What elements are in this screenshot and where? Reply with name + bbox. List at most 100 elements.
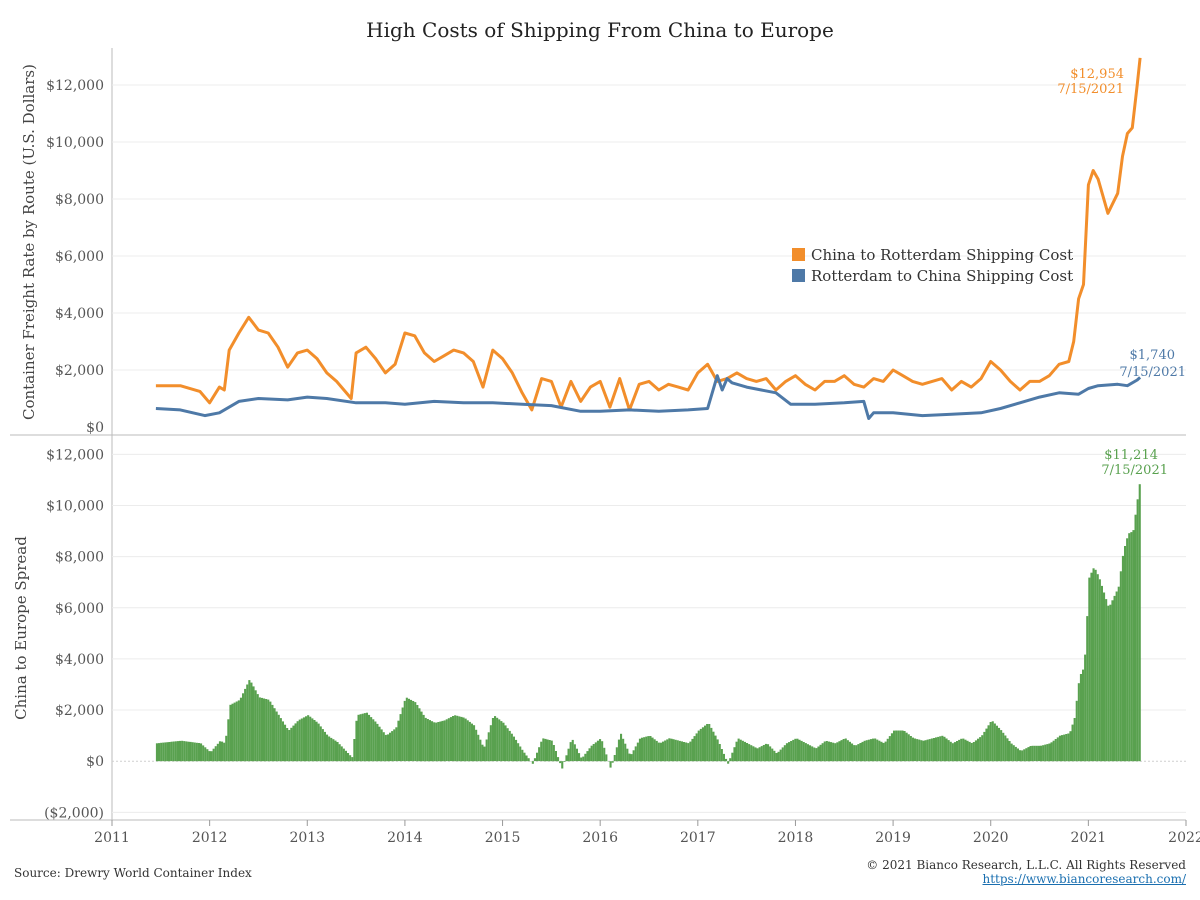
spread-bar bbox=[189, 741, 192, 762]
spread-bar bbox=[932, 738, 935, 762]
spread-bar bbox=[445, 719, 448, 762]
spread-bar bbox=[662, 741, 665, 762]
spread-bar bbox=[519, 746, 522, 762]
spread-bar bbox=[649, 736, 652, 762]
spread-bar bbox=[974, 740, 977, 762]
spread-bar bbox=[1031, 745, 1034, 762]
spread-bar bbox=[840, 740, 843, 762]
spread-bar bbox=[307, 715, 310, 762]
spread-bar bbox=[655, 740, 658, 762]
bottom-y-tick-label: $10,000 bbox=[46, 498, 104, 514]
spread-bar bbox=[678, 740, 681, 762]
spread-bar bbox=[914, 738, 917, 762]
spread-bar bbox=[676, 740, 679, 762]
spread-bar bbox=[691, 738, 694, 762]
spread-bar bbox=[458, 716, 461, 762]
spread-bar bbox=[517, 743, 520, 762]
spread-bar bbox=[235, 701, 238, 762]
spread-bar bbox=[697, 730, 700, 762]
spread-bar bbox=[905, 732, 908, 762]
spread-bar bbox=[384, 734, 387, 762]
legend-swatch bbox=[792, 269, 805, 282]
spread-bar bbox=[256, 694, 259, 762]
spread-bar bbox=[819, 744, 822, 762]
spread-bar bbox=[701, 727, 704, 762]
spread-bar bbox=[292, 725, 295, 762]
spread-bar bbox=[204, 747, 207, 762]
spread-bar bbox=[653, 739, 656, 762]
spread-bar bbox=[1004, 735, 1007, 762]
x-tick-label: 2017 bbox=[680, 830, 716, 846]
spread-bar bbox=[403, 700, 406, 762]
spread-bar bbox=[920, 740, 923, 762]
top-y-tick-label: $10,000 bbox=[46, 135, 104, 151]
spread-bar bbox=[1037, 745, 1040, 762]
spread-bar bbox=[1008, 741, 1011, 762]
value-annotation: $11,214 bbox=[1104, 448, 1158, 463]
spread-bar bbox=[248, 680, 251, 762]
spread-bar bbox=[939, 736, 942, 762]
spread-bar bbox=[758, 747, 761, 762]
spread-bar bbox=[836, 742, 839, 762]
spread-bar bbox=[958, 739, 961, 762]
spread-bar bbox=[533, 758, 536, 762]
top-y-tick-label: $6,000 bbox=[55, 249, 104, 265]
spread-bar bbox=[624, 743, 627, 762]
top-panel-series bbox=[155, 57, 1142, 420]
spread-bar bbox=[630, 754, 633, 762]
spread-bar bbox=[842, 739, 845, 762]
spread-bar bbox=[233, 702, 236, 762]
spread-bar bbox=[599, 739, 602, 762]
spread-bar bbox=[1121, 555, 1124, 762]
website-link[interactable]: https://www.biancoresearch.com/ bbox=[982, 872, 1186, 886]
spread-bar bbox=[949, 741, 952, 762]
spread-bar bbox=[1067, 733, 1070, 762]
spread-bar bbox=[506, 728, 509, 762]
spread-bar bbox=[298, 719, 301, 762]
spread-bar bbox=[353, 739, 356, 762]
spread-bar bbox=[716, 739, 719, 762]
spread-bar bbox=[475, 729, 478, 762]
spread-bar bbox=[1090, 572, 1093, 762]
spread-bar bbox=[239, 697, 242, 762]
spread-bar bbox=[227, 719, 230, 762]
spread-bar bbox=[342, 748, 345, 762]
spread-bar bbox=[628, 753, 631, 762]
spread-bar bbox=[332, 739, 335, 762]
spread-bar bbox=[302, 717, 305, 762]
spread-bar bbox=[712, 731, 715, 762]
spread-bar bbox=[1119, 571, 1122, 762]
spread-bar bbox=[155, 743, 158, 762]
spread-bar bbox=[441, 720, 444, 762]
spread-bar bbox=[554, 751, 557, 762]
spread-bar bbox=[242, 693, 245, 762]
spread-bar bbox=[494, 716, 497, 762]
spread-bar bbox=[601, 741, 604, 762]
value-annotation: $1,740 bbox=[1130, 348, 1176, 363]
spread-bar bbox=[185, 741, 188, 762]
spread-bar bbox=[193, 742, 196, 762]
spread-bar bbox=[1044, 744, 1047, 762]
spread-bar bbox=[993, 723, 996, 762]
spread-bar bbox=[563, 761, 566, 762]
date-annotation: 7/15/2021 bbox=[1119, 365, 1186, 380]
spread-bar bbox=[336, 742, 339, 762]
spread-bar bbox=[1061, 735, 1064, 762]
spread-bar bbox=[389, 732, 392, 762]
spread-bar bbox=[542, 738, 545, 762]
spread-bar bbox=[800, 740, 803, 762]
spread-bar bbox=[966, 740, 969, 762]
spread-bar bbox=[643, 737, 646, 762]
spread-bar bbox=[693, 736, 696, 762]
spread-bar bbox=[708, 724, 711, 762]
spread-bar bbox=[916, 739, 919, 762]
spread-bar bbox=[754, 747, 757, 762]
spread-bar bbox=[347, 753, 350, 762]
spread-bar bbox=[594, 742, 597, 762]
spread-bar bbox=[620, 733, 623, 762]
spread-bar bbox=[1100, 585, 1103, 762]
spread-bar bbox=[632, 750, 635, 762]
spread-bar bbox=[412, 701, 415, 762]
spread-bar bbox=[374, 721, 377, 762]
spread-bar bbox=[250, 682, 253, 762]
